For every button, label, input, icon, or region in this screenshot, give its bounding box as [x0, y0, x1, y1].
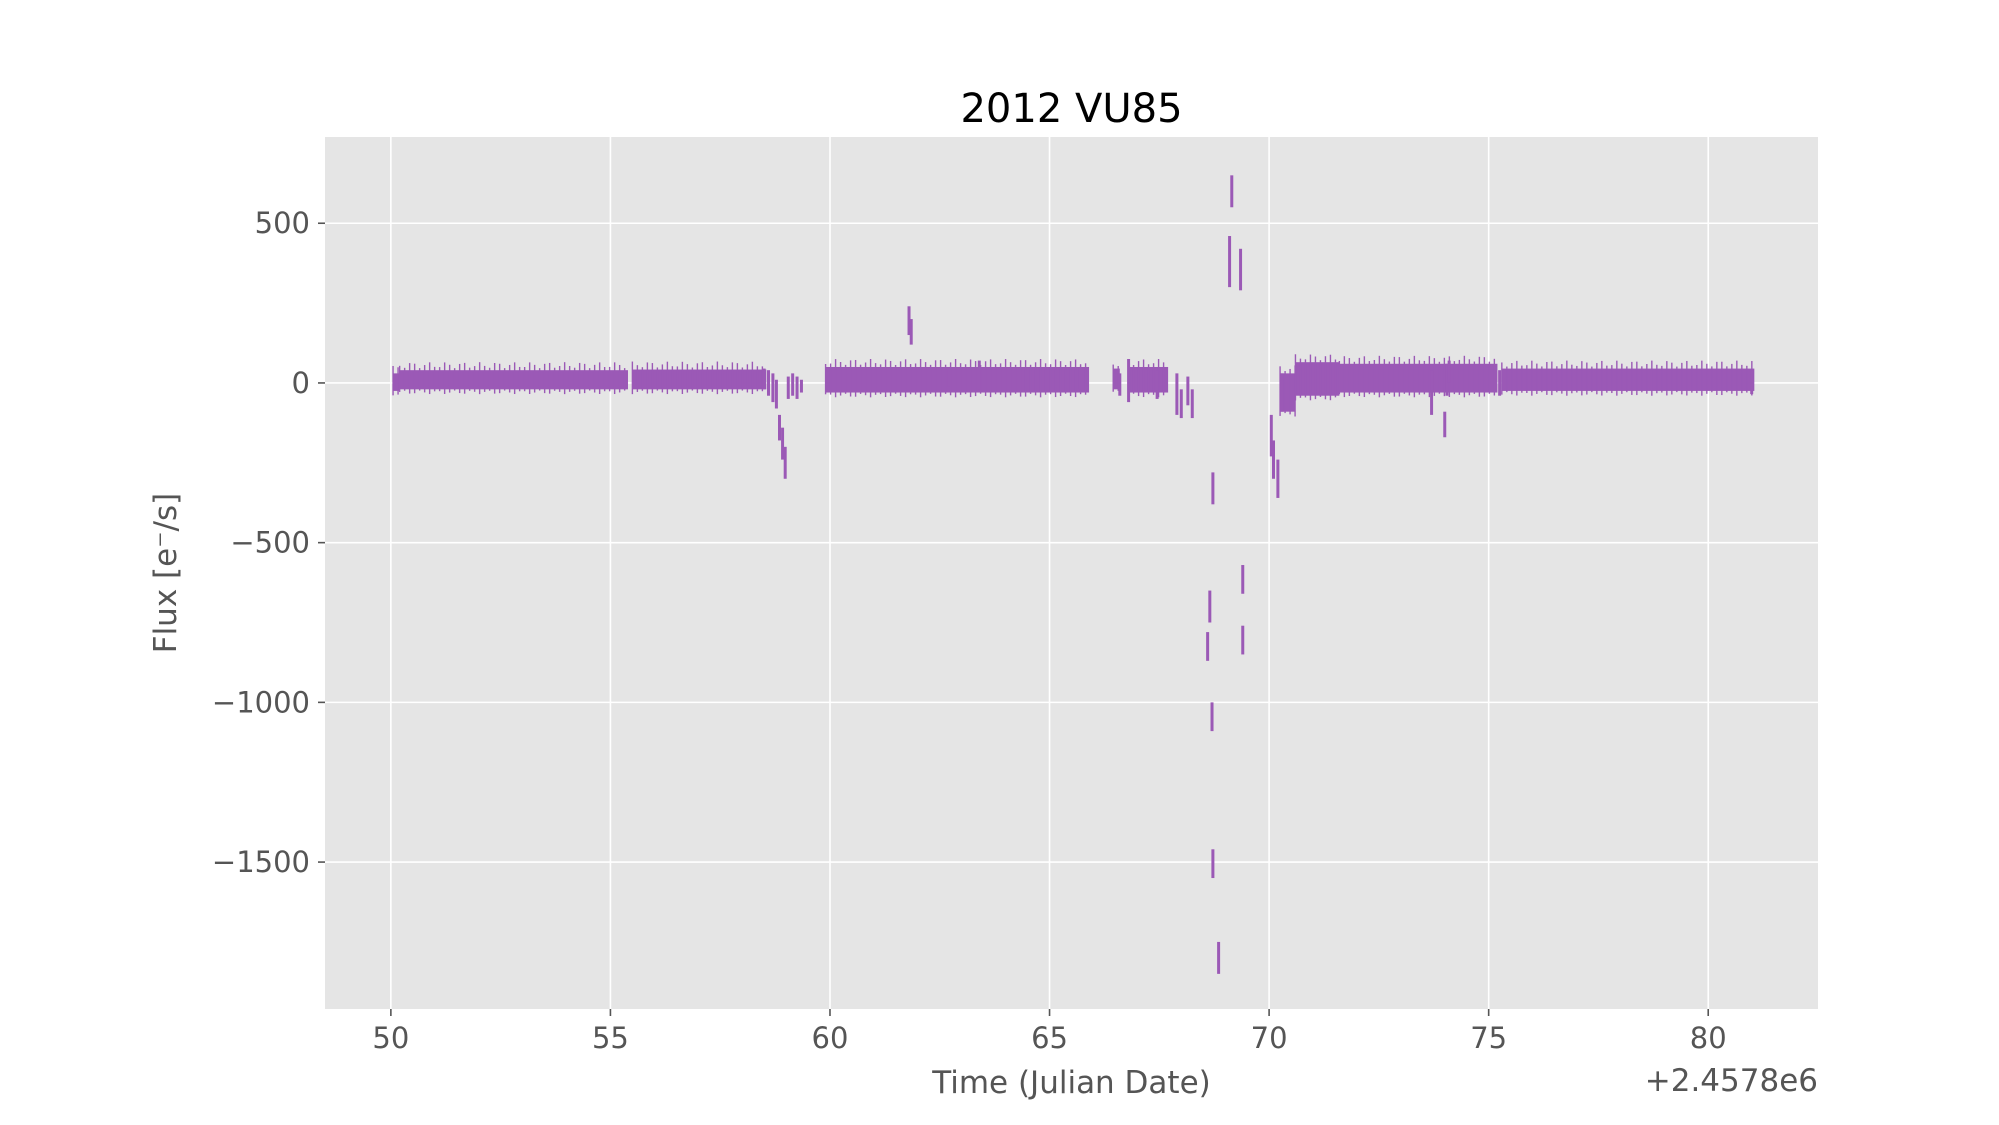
x-tick-label: 75 [1470, 1021, 1507, 1055]
y-axis: 500 0 −500 −1000 −1500 [212, 206, 325, 879]
flux-band [399, 370, 628, 390]
x-axis-offset-text: +2.4578e6 [1645, 1063, 1818, 1099]
x-tick-label: 50 [372, 1021, 409, 1055]
chart-title: 2012 VU85 [960, 86, 1182, 132]
flux-band [1280, 373, 1296, 412]
x-tick-label: 60 [812, 1021, 849, 1055]
x-tick-label: 65 [1031, 1021, 1068, 1055]
y-tick-label: 500 [255, 206, 310, 240]
y-tick-label: −1500 [212, 845, 310, 879]
x-tick-label: 70 [1251, 1021, 1288, 1055]
x-tick-label: 80 [1690, 1021, 1727, 1055]
y-tick-label: −500 [230, 526, 310, 560]
data-layer [392, 175, 1755, 974]
y-axis-label: Flux [e⁻/s] [148, 493, 184, 654]
y-tick-label: 0 [292, 366, 310, 400]
y-tick-label: −1000 [212, 685, 310, 719]
plot-area [325, 137, 1818, 1009]
x-tick-label: 55 [592, 1021, 629, 1055]
flux-band [1295, 362, 1340, 396]
flux-series [392, 175, 1755, 974]
x-axis: 50 55 60 65 70 75 80 [372, 1009, 1727, 1055]
flux-band [393, 373, 400, 391]
flux-band [1113, 368, 1120, 390]
flux-band [1339, 363, 1498, 393]
x-axis-label: Time (Julian Date) [931, 1065, 1211, 1101]
